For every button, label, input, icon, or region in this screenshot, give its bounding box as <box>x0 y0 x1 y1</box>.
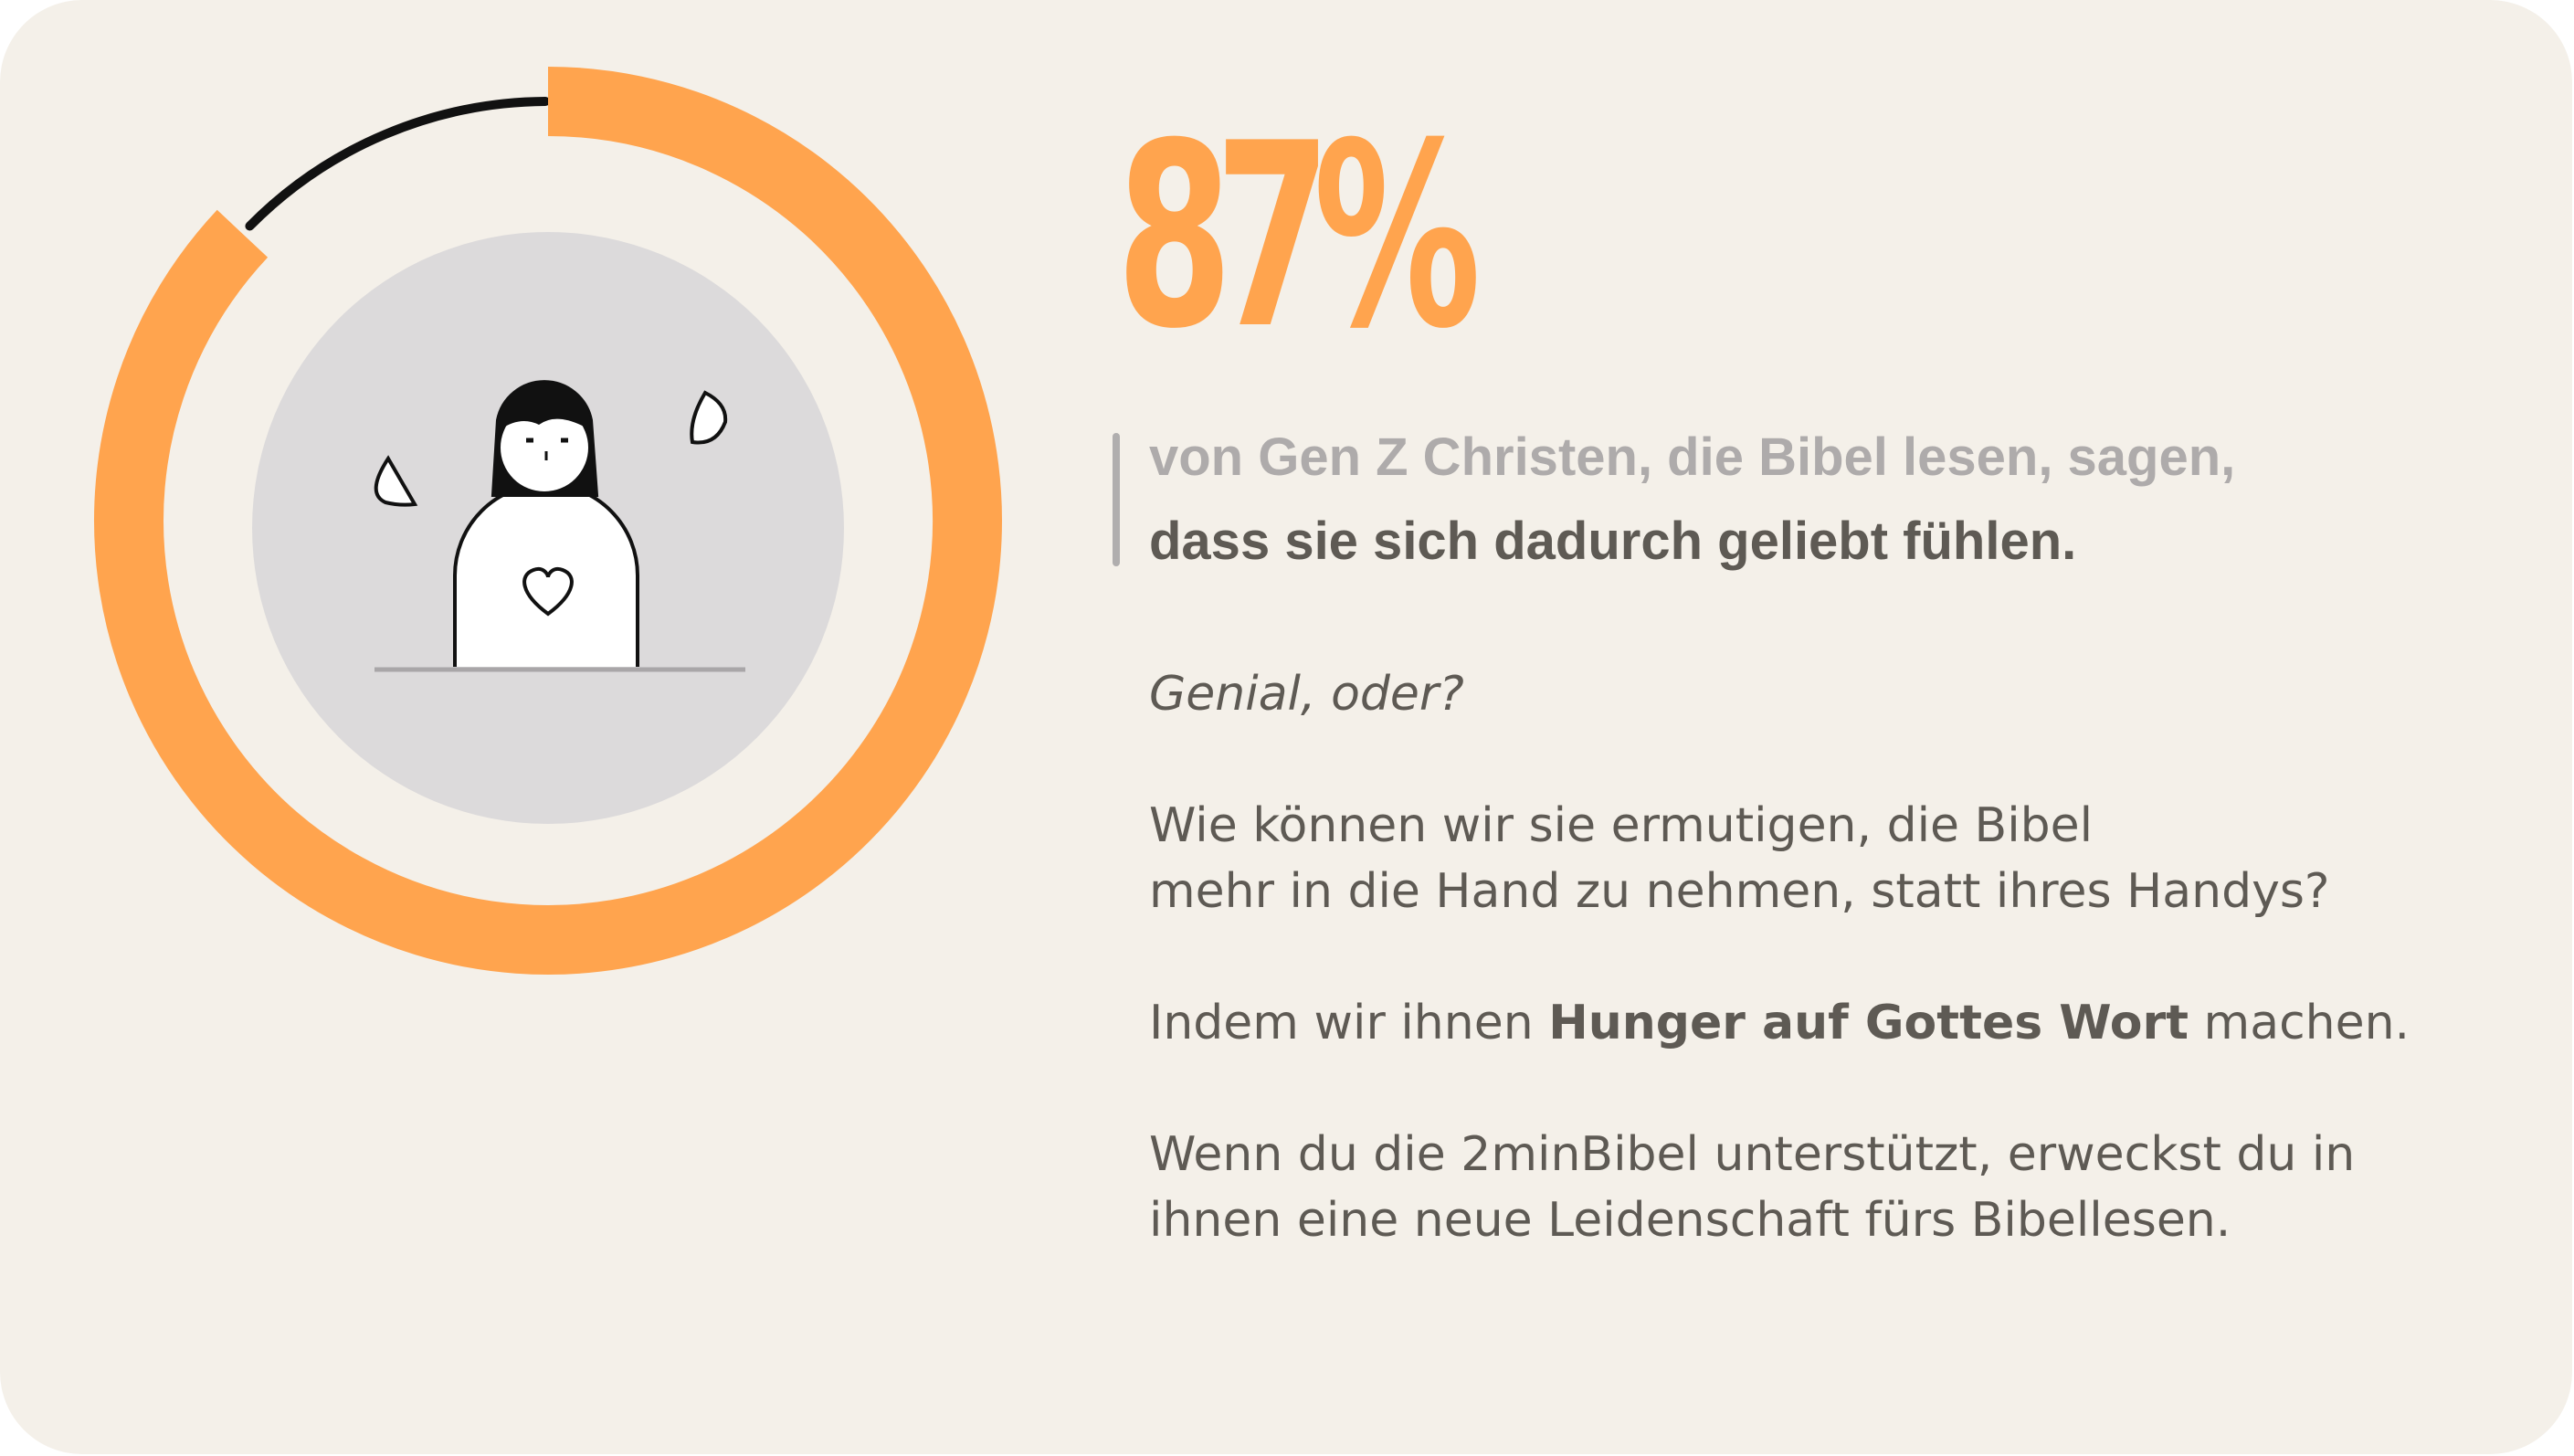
quote-bar <box>1113 433 1120 566</box>
cta-line-1: Wenn du die 2minBibel unterstützt, erwec… <box>1149 1127 2356 1182</box>
cta-text: Wenn du die 2minBibel unterstützt, erwec… <box>1149 1122 2355 1253</box>
exclaim-line: Genial, oder? <box>1149 667 1464 722</box>
leaf-icon <box>374 455 418 507</box>
donut-value-arc <box>94 67 1002 975</box>
question-line-1: Wie können wir sie ermutigen, die Bibel <box>1149 798 2094 853</box>
donut-chart <box>94 67 1002 975</box>
leaf-icon <box>690 390 728 445</box>
person-icon <box>453 380 639 667</box>
answer-pre: Indem wir ihnen <box>1149 996 1549 1050</box>
headline: von Gen Z Christen, die Bibel lesen, sag… <box>1149 416 2235 584</box>
donut-remainder-arc <box>245 97 551 231</box>
headline-line-2: dass sie sich dadurch geliebt fühlen. <box>1149 512 2077 571</box>
headline-line-1: von Gen Z Christen, die Bibel lesen, sag… <box>1149 427 2236 487</box>
heart-icon <box>522 567 574 617</box>
exclaim-text: Genial, oder? <box>1149 661 1464 727</box>
cta-line-2: ihnen eine neue Leidenschaft fürs Bibell… <box>1149 1193 2231 1248</box>
answer-bold: Hunger auf Gottes Wort <box>1548 996 2189 1050</box>
answer-text: Indem wir ihnen Hunger auf Gottes Wort m… <box>1149 990 2410 1056</box>
question-text: Wie können wir sie ermutigen, die Bibel … <box>1149 793 2330 924</box>
percent-value-label: 87% <box>1116 89 1482 385</box>
answer-post: machen. <box>2189 996 2410 1050</box>
question-line-2: mehr in die Hand zu nehmen, statt ihres … <box>1149 864 2330 919</box>
